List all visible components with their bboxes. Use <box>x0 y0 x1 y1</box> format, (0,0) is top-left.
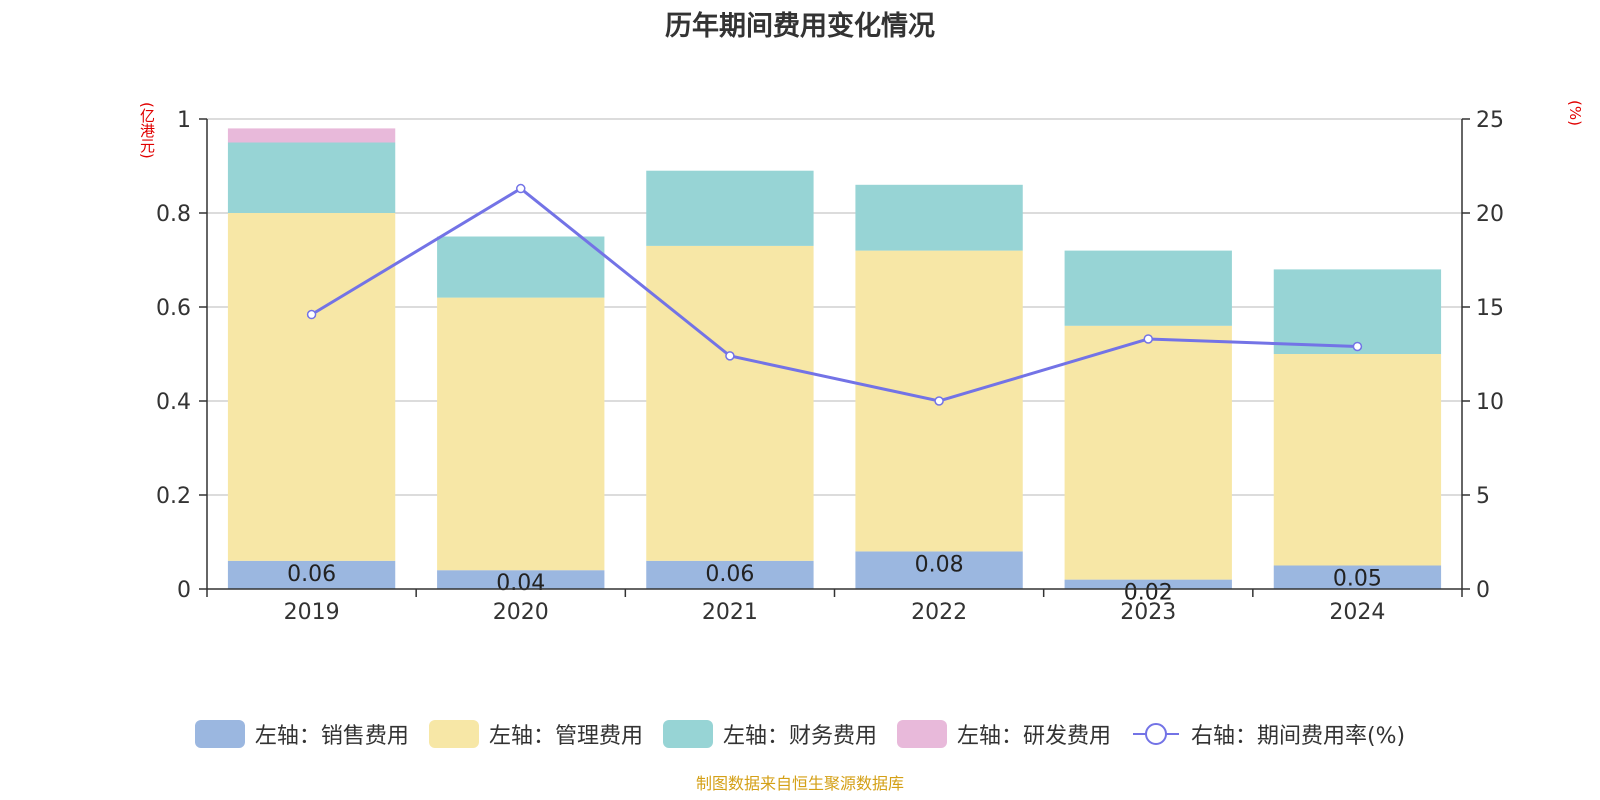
x-axis-tick-label: 2024 <box>1329 600 1385 625</box>
x-axis-tick-label: 2019 <box>284 600 340 625</box>
legend-label: 左轴：研发费用 <box>956 724 1111 749</box>
left-axis-unit: (亿港元) <box>138 102 156 159</box>
legend-swatch <box>1132 723 1179 745</box>
left-axis-tick-label: 0.8 <box>156 202 191 227</box>
left-axis-tick-label: 0.6 <box>156 296 191 321</box>
sales-bar <box>1273 565 1442 589</box>
expense-rate-point <box>1352 341 1363 352</box>
sales-data-label: 0.02 <box>1124 581 1173 606</box>
legend-label: 右轴：期间费用率(%) <box>1190 724 1406 749</box>
right-axis-unit: (%) <box>1566 100 1584 126</box>
sales-bar <box>227 560 396 589</box>
x-axis-tick-label: 2021 <box>702 600 758 625</box>
finance-bar <box>646 170 814 246</box>
right-axis-tick-label: 25 <box>1476 108 1504 133</box>
legend-item[interactable]: 右轴：期间费用率(%) <box>1131 718 1405 750</box>
right-axis-tick-label: 15 <box>1476 296 1504 321</box>
expense-rate-point <box>1143 334 1153 344</box>
expense-rate-point <box>725 351 735 361</box>
admin-bar <box>437 297 605 571</box>
left-axis-tick-label: 1 <box>177 108 191 133</box>
admin-bar <box>1064 325 1232 580</box>
legend-swatch <box>896 720 947 748</box>
legend: 左轴：销售费用 左轴：管理费用 左轴：财务费用 左轴：研发费用 右轴：期间费用率(%) <box>0 718 1600 750</box>
sales-data-label: 0.06 <box>705 562 754 587</box>
legend-item[interactable]: 左轴：管理费用 <box>428 718 643 750</box>
legend-item[interactable]: 左轴：销售费用 <box>194 718 409 750</box>
sales-data-label: 0.08 <box>915 552 964 577</box>
legend-label: 左轴：销售费用 <box>254 724 409 749</box>
left-axis-tick-label: 0.4 <box>156 390 191 415</box>
right-axis-tick-label: 0 <box>1476 578 1490 603</box>
right-axis-tick-label: 5 <box>1476 484 1490 509</box>
rd-bar <box>227 128 396 143</box>
admin-bar <box>227 213 396 561</box>
sales-bar <box>855 551 1023 589</box>
expense-rate-point <box>306 309 317 320</box>
legend-item[interactable]: 左轴：财务费用 <box>662 718 877 750</box>
legend-label: 左轴：管理费用 <box>488 724 643 749</box>
chart-title: 历年期间费用变化情况 <box>665 11 935 42</box>
x-axis-tick-label: 2022 <box>911 600 967 625</box>
right-axis-tick-label: 10 <box>1476 390 1504 415</box>
left-axis-tick-label: 0 <box>177 578 191 603</box>
sales-data-label: 0.06 <box>287 562 336 587</box>
x-axis-tick-label: 2023 <box>1120 600 1176 625</box>
source-footer: 制图数据来自恒生聚源数据库 <box>695 774 904 793</box>
sales-bar <box>437 570 605 589</box>
sales-data-label: 0.05 <box>1333 567 1382 592</box>
expense-rate-point <box>934 396 944 406</box>
sales-bar <box>1064 579 1232 589</box>
legend-swatch <box>662 720 713 748</box>
legend-item[interactable]: 左轴：研发费用 <box>896 718 1111 750</box>
legend-swatch <box>428 720 479 748</box>
expense-rate-point <box>516 183 526 194</box>
finance-bar <box>227 142 396 213</box>
legend-label: 左轴：财务费用 <box>722 724 877 749</box>
left-axis-tick-label: 0.2 <box>156 484 191 509</box>
expense-rate-line <box>310 186 1358 403</box>
finance-bar <box>855 184 1023 251</box>
finance-bar <box>437 236 605 298</box>
finance-bar <box>1273 269 1442 354</box>
admin-bar <box>1273 354 1442 566</box>
legend-swatch <box>194 720 245 748</box>
right-axis-tick-label: 20 <box>1476 202 1504 227</box>
sales-bar <box>646 560 814 589</box>
sales-data-label: 0.04 <box>496 571 545 596</box>
x-axis-tick-label: 2020 <box>493 600 549 625</box>
finance-bar <box>1064 250 1232 326</box>
admin-bar <box>646 245 814 561</box>
